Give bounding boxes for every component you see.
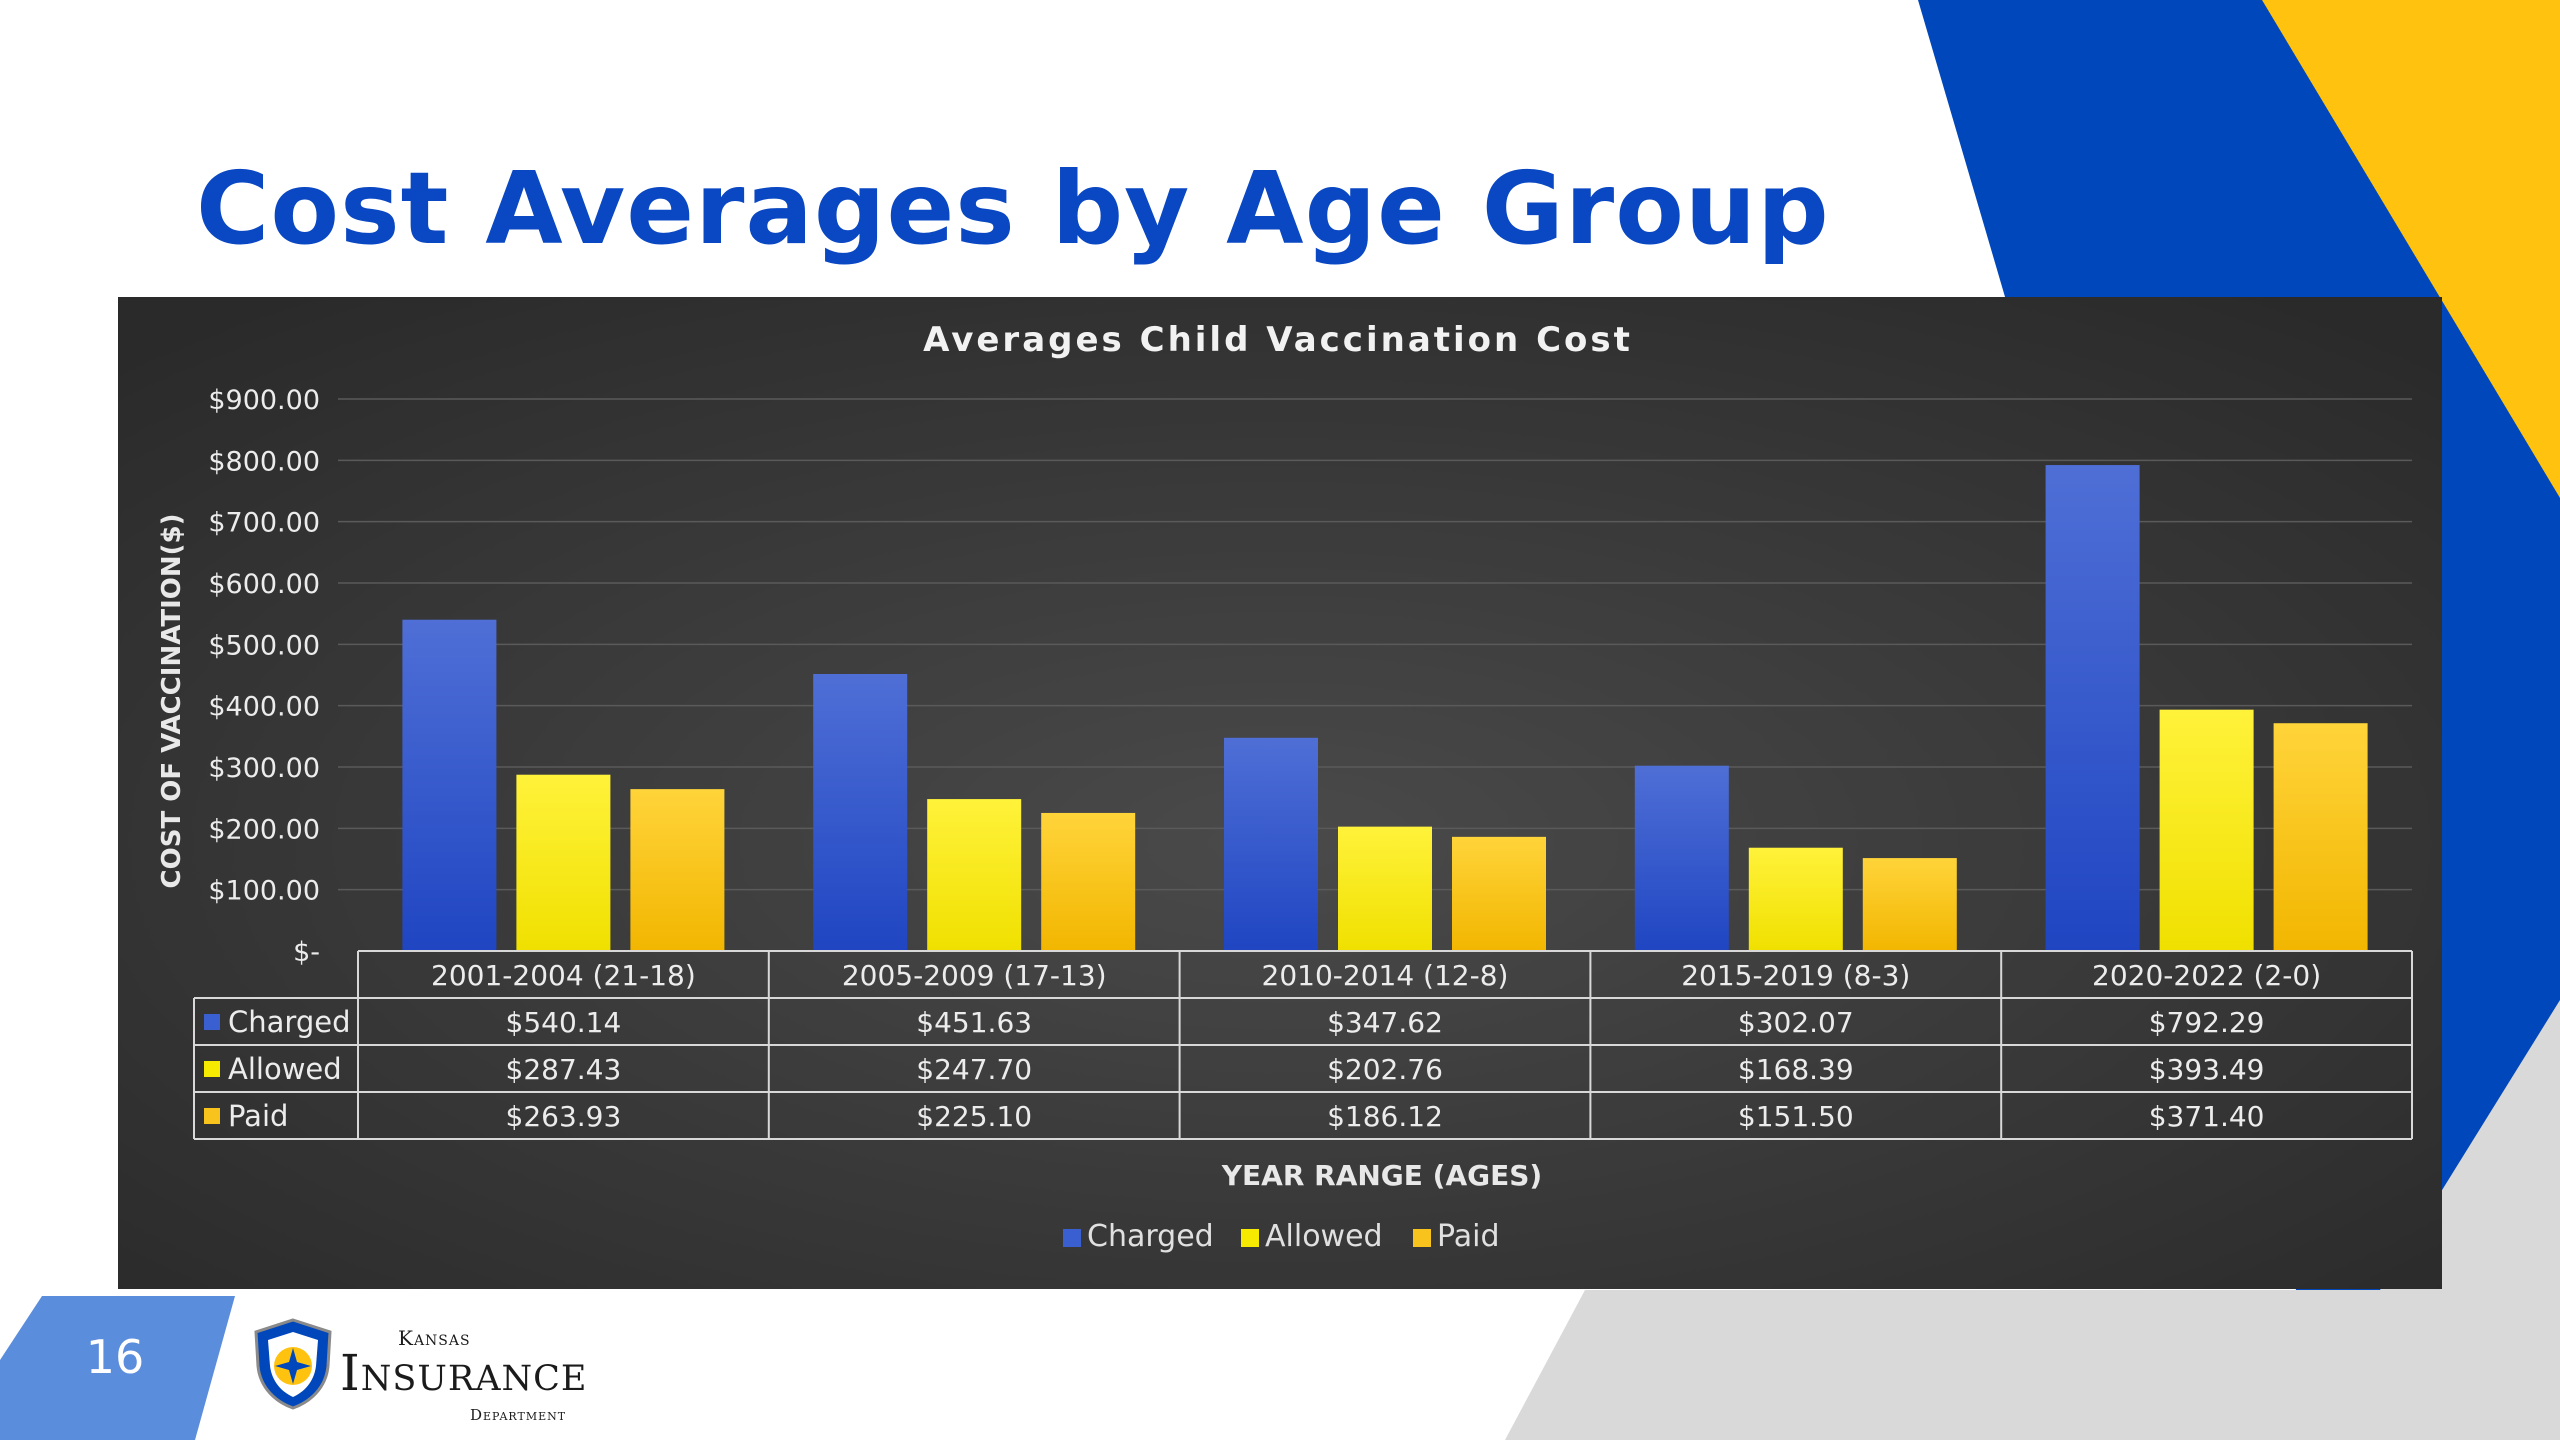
logo-line-2: Insurance — [340, 1344, 588, 1402]
y-tick-label: $- — [293, 937, 320, 968]
x-tick-label: 2001-2004 (21-18) — [431, 959, 696, 992]
y-tick-label: $400.00 — [208, 692, 320, 723]
data-label: $540.14 — [506, 1006, 622, 1039]
legend-key-allowed — [204, 1061, 220, 1077]
data-label: $168.39 — [1738, 1053, 1854, 1086]
slide-number-tab — [0, 1296, 235, 1440]
gold-stripe — [2262, 0, 2560, 498]
x-tick-label: 2005-2009 (17-13) — [842, 959, 1107, 992]
y-tick-label: $100.00 — [208, 876, 320, 907]
bar-paid — [1452, 836, 1546, 951]
x-tick-label: 2020-2022 (2-0) — [2092, 959, 2321, 992]
bar-allowed — [1748, 847, 1843, 951]
data-label: $302.07 — [1738, 1006, 1854, 1039]
y-tick-label: $200.00 — [208, 814, 320, 845]
bar-allowed — [927, 799, 1022, 951]
y-tick-label: $700.00 — [208, 508, 320, 539]
data-label: $347.62 — [1327, 1006, 1443, 1039]
logo-line-1: Kansas — [398, 1326, 471, 1350]
bar-charged — [402, 619, 497, 951]
legend-key-paid — [204, 1108, 220, 1124]
bar-allowed — [1338, 826, 1432, 951]
data-label: $263.93 — [506, 1100, 622, 1133]
y-tick-label: $300.00 — [208, 753, 320, 784]
table-series-name: Paid — [228, 1099, 288, 1133]
kansas-insurance-logo: Kansas Insurance Department — [252, 1318, 592, 1428]
table-series-name: Charged — [228, 1005, 350, 1039]
slide-number: 16 — [85, 1330, 145, 1384]
chart-title: Averages Child Vaccination Cost — [923, 320, 1633, 360]
data-label: $247.70 — [916, 1053, 1032, 1086]
data-label: $287.43 — [506, 1053, 622, 1086]
logo-line-3: Department — [470, 1406, 567, 1424]
bar-allowed — [516, 774, 611, 951]
x-tick-label: 2015-2019 (8-3) — [1681, 959, 1910, 992]
legend-key-charged — [204, 1014, 220, 1030]
y-tick-label: $500.00 — [208, 630, 320, 661]
legend: Charged Allowed Paid — [1063, 1219, 1500, 1254]
bar-allowed — [2159, 709, 2254, 951]
legend-swatch-paid — [1413, 1229, 1431, 1247]
data-label: $792.29 — [2149, 1006, 2265, 1039]
data-label: $451.63 — [916, 1006, 1032, 1039]
gray-corner — [1505, 1000, 2560, 1440]
bar-charged — [2045, 465, 2140, 951]
y-axis-title: COST OF VACCINATION($) — [157, 514, 187, 889]
bar-paid — [1862, 858, 1957, 951]
bar-charged — [1224, 737, 1318, 951]
y-tick-label: $900.00 — [208, 385, 320, 416]
data-label: $393.49 — [2149, 1053, 2265, 1086]
x-tick-label: 2010-2014 (12-8) — [1262, 959, 1509, 992]
table-series-name: Allowed — [228, 1052, 342, 1086]
data-label: $186.12 — [1327, 1100, 1443, 1133]
x-axis-title: YEAR RANGE (AGES) — [1221, 1159, 1542, 1192]
bar-charged — [1634, 765, 1729, 951]
data-label: $151.50 — [1738, 1100, 1854, 1133]
legend-label: Allowed — [1265, 1219, 1383, 1254]
y-tick-label: $800.00 — [208, 446, 320, 477]
chart: Averages Child Vaccination Cost COST OF … — [118, 297, 2442, 1289]
bar-paid — [1041, 812, 1136, 951]
legend-swatch-allowed — [1241, 1229, 1259, 1247]
legend-label: Charged — [1087, 1219, 1214, 1254]
page-title: Cost Averages by Age Group — [196, 150, 1830, 267]
data-label: $371.40 — [2149, 1100, 2265, 1133]
bar-charged — [813, 674, 908, 951]
y-tick-label: $600.00 — [208, 569, 320, 600]
bar-paid — [2273, 723, 2368, 951]
bar-paid — [630, 789, 725, 951]
legend-label: Paid — [1437, 1219, 1500, 1254]
shield-icon — [254, 1318, 332, 1410]
data-label: $225.10 — [916, 1100, 1032, 1133]
data-label: $202.76 — [1327, 1053, 1443, 1086]
legend-swatch-charged — [1063, 1229, 1081, 1247]
